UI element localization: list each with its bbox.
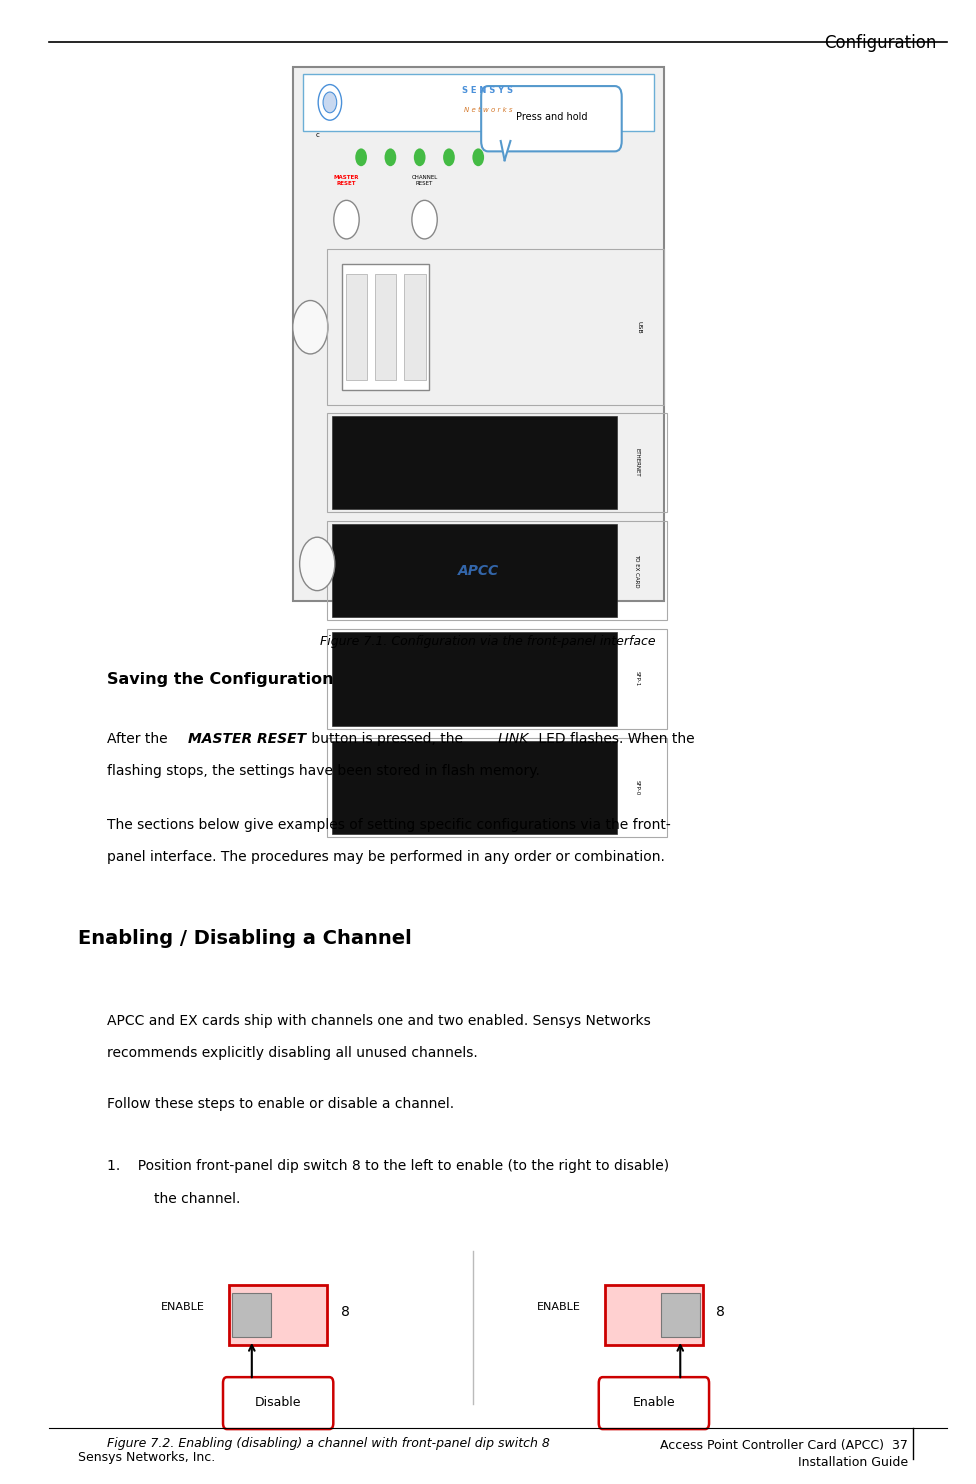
Text: Sensys Networks, Inc.: Sensys Networks, Inc. — [78, 1451, 216, 1465]
Text: Access Point Controller Card (APCC)  37: Access Point Controller Card (APCC) 37 — [660, 1439, 908, 1453]
Text: APCC: APCC — [458, 564, 499, 579]
Text: APCC and EX cards ship with channels one and two enabled. Sensys Networks: APCC and EX cards ship with channels one… — [107, 1014, 651, 1027]
Text: button is pressed, the: button is pressed, the — [307, 732, 468, 745]
Text: USB: USB — [636, 321, 641, 334]
FancyBboxPatch shape — [223, 1377, 333, 1429]
FancyBboxPatch shape — [293, 67, 664, 601]
Circle shape — [355, 148, 367, 166]
Text: TO EX CARD: TO EX CARD — [634, 554, 639, 588]
Circle shape — [323, 92, 337, 113]
FancyBboxPatch shape — [661, 1293, 700, 1337]
Text: Figure 7.1. Configuration via the front-panel interface: Figure 7.1. Configuration via the front-… — [320, 635, 656, 649]
FancyBboxPatch shape — [229, 1285, 327, 1345]
Text: Press and hold: Press and hold — [515, 113, 588, 122]
Text: SFP-1: SFP-1 — [634, 671, 639, 687]
Text: CHANNEL
RESET: CHANNEL RESET — [412, 175, 437, 186]
Text: S E N S Y S: S E N S Y S — [463, 86, 513, 95]
Circle shape — [414, 148, 426, 166]
Text: Enabling / Disabling a Channel: Enabling / Disabling a Channel — [78, 929, 412, 948]
Text: LED flashes. When the: LED flashes. When the — [534, 732, 695, 745]
Circle shape — [443, 148, 455, 166]
FancyBboxPatch shape — [599, 1377, 710, 1429]
Text: flashing stops, the settings have been stored in flash memory.: flashing stops, the settings have been s… — [107, 764, 541, 778]
Text: After the: After the — [107, 732, 173, 745]
Text: N e t w o r k s: N e t w o r k s — [464, 107, 512, 113]
Text: c: c — [315, 132, 319, 138]
Text: Disable: Disable — [255, 1396, 302, 1408]
Text: recommends explicitly disabling all unused channels.: recommends explicitly disabling all unus… — [107, 1046, 478, 1060]
FancyBboxPatch shape — [346, 275, 367, 380]
Text: Saving the Configuration: Saving the Configuration — [107, 672, 334, 687]
FancyBboxPatch shape — [342, 264, 429, 390]
Circle shape — [472, 148, 484, 166]
FancyBboxPatch shape — [232, 1293, 271, 1337]
Text: Installation Guide: Installation Guide — [797, 1456, 908, 1469]
Text: Configuration: Configuration — [825, 34, 937, 52]
FancyBboxPatch shape — [375, 275, 396, 380]
Text: Follow these steps to enable or disable a channel.: Follow these steps to enable or disable … — [107, 1097, 455, 1110]
Text: SFP-0: SFP-0 — [634, 779, 639, 795]
Text: ENABLE: ENABLE — [161, 1303, 205, 1312]
Text: Figure 7.2. Enabling (disabling) a channel with front-panel dip switch 8: Figure 7.2. Enabling (disabling) a chann… — [107, 1437, 550, 1450]
FancyBboxPatch shape — [404, 275, 426, 380]
Text: panel interface. The procedures may be performed in any order or combination.: panel interface. The procedures may be p… — [107, 850, 666, 864]
Text: MASTER
RESET: MASTER RESET — [334, 175, 359, 186]
Text: The sections below give examples of setting specific configurations via the fron: The sections below give examples of sett… — [107, 818, 671, 831]
FancyBboxPatch shape — [605, 1285, 703, 1345]
Text: MASTER RESET: MASTER RESET — [188, 732, 306, 745]
Circle shape — [300, 537, 335, 591]
Text: 8: 8 — [716, 1304, 725, 1319]
Text: 8: 8 — [341, 1304, 349, 1319]
Text: ENABLE: ENABLE — [537, 1303, 581, 1312]
Text: LINK: LINK — [498, 732, 529, 745]
Text: Enable: Enable — [632, 1396, 675, 1408]
Circle shape — [334, 200, 359, 239]
Text: 1.    Position front-panel dip switch 8 to the left to enable (to the right to d: 1. Position front-panel dip switch 8 to … — [107, 1159, 670, 1172]
Polygon shape — [501, 141, 510, 160]
Circle shape — [293, 301, 328, 355]
Circle shape — [385, 148, 396, 166]
Circle shape — [318, 85, 342, 120]
FancyBboxPatch shape — [332, 741, 617, 834]
Text: the channel.: the channel. — [154, 1192, 240, 1205]
FancyBboxPatch shape — [332, 416, 617, 509]
FancyBboxPatch shape — [481, 86, 622, 151]
FancyBboxPatch shape — [332, 632, 617, 726]
Text: ETHERNET: ETHERNET — [634, 448, 639, 476]
Circle shape — [412, 200, 437, 239]
FancyBboxPatch shape — [332, 524, 617, 617]
FancyBboxPatch shape — [303, 74, 654, 131]
